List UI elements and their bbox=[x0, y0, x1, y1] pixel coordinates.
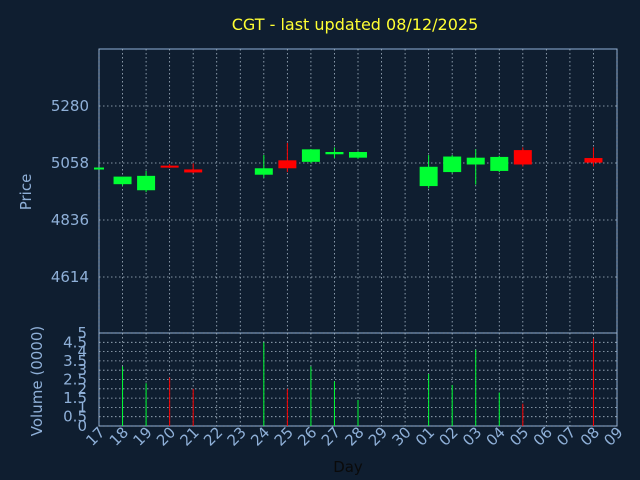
x-tick-label: 29 bbox=[365, 423, 391, 449]
candle bbox=[254, 155, 273, 178]
price-axis-label: Price bbox=[17, 174, 35, 211]
x-tick-label: 04 bbox=[483, 423, 509, 449]
candle bbox=[278, 142, 297, 173]
x-tick-label: 07 bbox=[553, 423, 579, 449]
candle bbox=[513, 147, 532, 167]
volume-tick-label: 1 bbox=[77, 398, 87, 416]
x-tick-label: 09 bbox=[600, 423, 626, 449]
price-panel: 5280 5058 4836 4614 bbox=[51, 48, 618, 334]
x-tick-label: 18 bbox=[106, 423, 132, 449]
volume-panel: 54.543.532.521.510.501718192021222324252… bbox=[63, 324, 626, 450]
candle bbox=[584, 147, 603, 167]
x-tick-label: 01 bbox=[412, 423, 438, 449]
candle-body bbox=[278, 160, 297, 169]
candle-body bbox=[349, 151, 367, 158]
volume-tick-label: 4 bbox=[77, 343, 87, 361]
candle bbox=[466, 149, 485, 185]
volume-tick-label: 0.5 bbox=[63, 408, 87, 426]
candle-body bbox=[419, 166, 438, 187]
volume-tick-label: 2.5 bbox=[63, 371, 87, 389]
x-tick-label: 21 bbox=[177, 423, 203, 449]
volume-tick-label: 1.5 bbox=[63, 389, 87, 407]
candle-body bbox=[137, 175, 156, 191]
x-tick-label: 30 bbox=[388, 423, 414, 449]
x-tick-label: 26 bbox=[294, 423, 320, 449]
volume-tick-label: 3.5 bbox=[63, 352, 87, 370]
x-tick-label: 08 bbox=[577, 423, 603, 449]
candle-body bbox=[490, 156, 509, 171]
candle-body bbox=[254, 168, 273, 175]
x-tick-label: 25 bbox=[271, 423, 297, 449]
volume-tick-label: 5 bbox=[77, 324, 87, 342]
x-tick-label: 20 bbox=[153, 423, 179, 449]
price-tick-label: 5280 bbox=[51, 97, 89, 115]
candle-body bbox=[113, 176, 132, 185]
candle-body bbox=[94, 167, 104, 170]
volume-axis-label: Volume (0000) bbox=[28, 326, 46, 436]
candle bbox=[184, 163, 203, 174]
volume-tick-label: 2 bbox=[77, 380, 87, 398]
x-tick-label: 24 bbox=[247, 423, 273, 449]
candle bbox=[490, 155, 509, 173]
candle bbox=[349, 151, 367, 159]
candle-body bbox=[513, 150, 532, 165]
x-tick-label: 05 bbox=[506, 423, 532, 449]
x-tick-label: 03 bbox=[459, 423, 485, 449]
candle bbox=[94, 167, 104, 170]
candle-body bbox=[443, 156, 462, 173]
x-tick-label: 02 bbox=[436, 423, 462, 449]
chart-title: CGT - last updated 08/12/2025 bbox=[232, 15, 479, 34]
price-tick-label: 5058 bbox=[51, 154, 89, 172]
x-axis-label: Day bbox=[333, 458, 363, 476]
x-tick-label: 28 bbox=[341, 423, 367, 449]
candle bbox=[443, 155, 462, 174]
candle-body bbox=[301, 149, 320, 162]
volume-tick-label: 0 bbox=[77, 417, 87, 435]
volume-tick-label: 4.5 bbox=[63, 333, 87, 351]
x-tick-label: 22 bbox=[200, 423, 226, 449]
candle bbox=[419, 155, 438, 189]
x-tick-label: 06 bbox=[530, 423, 556, 449]
candle-body bbox=[160, 165, 179, 168]
candle bbox=[160, 164, 179, 168]
x-tick-label: 23 bbox=[224, 423, 250, 449]
x-tick-label: 27 bbox=[318, 423, 344, 449]
candle bbox=[301, 149, 320, 164]
candle-body bbox=[325, 151, 344, 155]
price-tick-label: 4836 bbox=[51, 211, 89, 229]
volume-tick-label: 3 bbox=[77, 361, 87, 379]
candle bbox=[325, 147, 344, 159]
x-tick-label: 19 bbox=[129, 423, 155, 449]
candle-body bbox=[466, 157, 485, 165]
price-tick-label: 4614 bbox=[51, 268, 89, 286]
candle-body bbox=[184, 169, 203, 173]
candle-body bbox=[584, 158, 603, 163]
candle bbox=[113, 176, 132, 186]
candle bbox=[137, 170, 156, 193]
